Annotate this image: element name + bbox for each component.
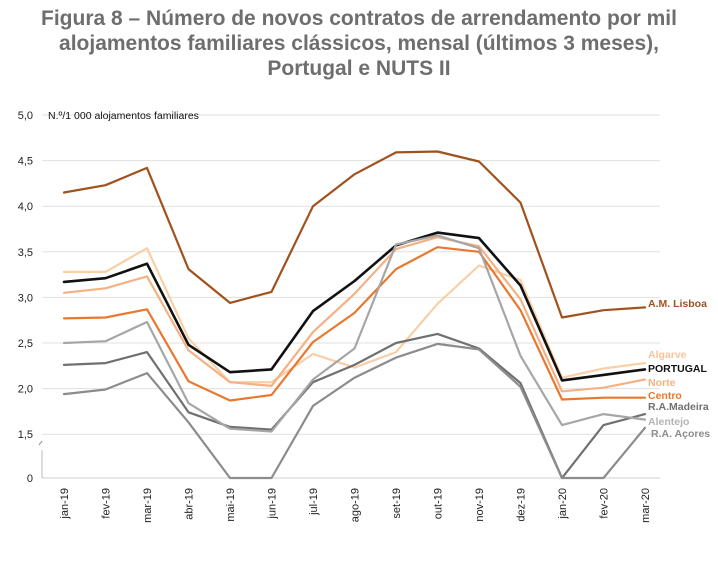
series-label-portugal: PORTUGAL [648, 363, 708, 375]
x-tick-label: out-19 [433, 488, 445, 519]
x-tick-label: jan-19 [59, 488, 71, 520]
y-tick-label: 3,5 [18, 247, 33, 259]
chart-title-line-3: Portugal e NUTS II [267, 57, 451, 80]
series-label-a-m-lisboa: A.M. Lisboa [648, 298, 707, 310]
series-line-portugal [62, 231, 647, 382]
y-tick-label: 4,0 [18, 201, 33, 213]
x-tick-label: jan-20 [557, 488, 569, 520]
series-line-algarve [62, 247, 647, 384]
series-line-alentejo [62, 234, 647, 433]
x-tick-label: mai-19 [225, 488, 237, 522]
series-line-r-a-madeira [62, 332, 647, 480]
y-axis-unit-label: N.º/1 000 alojamentos familiares [48, 110, 199, 122]
series-label-r-a-madeira: R.A.Madeira [648, 401, 709, 413]
axis-break-mark [38, 440, 43, 446]
series-label-norte: Norte [648, 377, 676, 389]
x-tick-label: mar-20 [640, 488, 652, 523]
series-label-r-a-a-ores: R.A. Açores [651, 428, 710, 440]
x-tick-label: ago-19 [350, 488, 362, 522]
series-label-alentejo: Alentejo [648, 416, 689, 428]
y-tick-label: 3,0 [18, 292, 33, 304]
chart-title: Figura 8 – Número de novos contratos de … [0, 6, 718, 81]
x-tick-label: dez-19 [516, 488, 528, 522]
y-tick-label: 4,5 [18, 156, 33, 168]
series-label-algarve: Algarve [648, 349, 687, 361]
x-tick-label: fev-20 [599, 488, 611, 519]
chart-title-line-2: alojamentos familiares clássicos, mensal… [59, 32, 659, 55]
x-tick-label: nov-19 [474, 488, 486, 522]
x-tick-label: set-19 [391, 488, 403, 519]
y-tick-label: 2,0 [18, 384, 33, 396]
series-line-norte [62, 236, 647, 393]
y-tick-label: 0 [27, 473, 33, 485]
x-tick-label: jun-19 [267, 488, 279, 520]
y-tick-label: 5,0 [18, 110, 33, 122]
y-tick-label: 1,5 [18, 429, 33, 441]
x-tick-label: abr-19 [184, 488, 196, 520]
y-tick-label: 2,5 [18, 338, 33, 350]
series-line-centro [62, 246, 647, 402]
series-label-centro: Centro [648, 390, 682, 402]
series-line-a-m-lisboa [62, 150, 647, 319]
x-tick-label: jul-19 [308, 488, 320, 516]
x-tick-label: fev-19 [101, 488, 113, 519]
series-line-r-a-a-ores [62, 342, 647, 480]
x-tick-label: mar-19 [142, 488, 154, 523]
chart-title-line-1: Figura 8 – Número de novos contratos de … [41, 7, 677, 30]
